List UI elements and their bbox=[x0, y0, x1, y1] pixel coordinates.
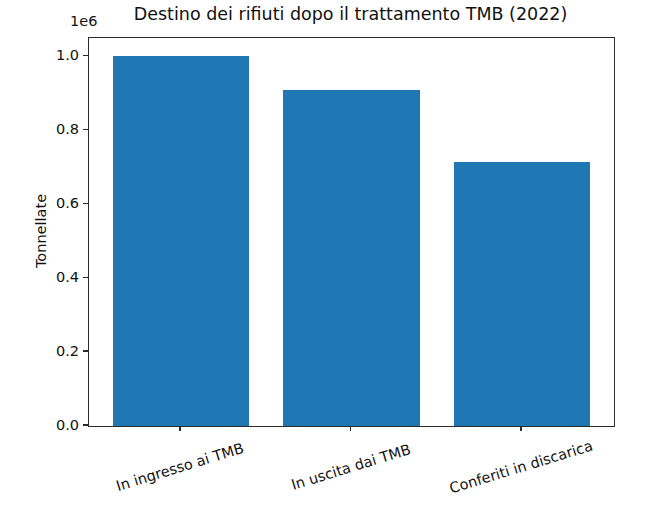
bar-0 bbox=[113, 56, 249, 426]
x-tick-mark bbox=[520, 426, 521, 431]
bar-2 bbox=[454, 162, 590, 426]
y-tick-mark bbox=[83, 55, 88, 56]
y-tick-mark bbox=[83, 424, 88, 425]
chart-title: Destino dei rifiuti dopo il trattamento … bbox=[88, 4, 613, 26]
x-tick-label: In ingresso ai TMB bbox=[114, 440, 245, 494]
y-tick-label: 1.0 bbox=[28, 46, 79, 64]
x-tick-label: In uscita dai TMB bbox=[289, 441, 412, 493]
y-tick-label: 0.4 bbox=[28, 268, 79, 286]
plot-area bbox=[88, 37, 615, 427]
y-tick-mark bbox=[83, 350, 88, 351]
x-tick-label: Conferiti in discarica bbox=[447, 438, 594, 497]
y-axis-offset-label: 1e6 bbox=[70, 13, 97, 30]
x-tick-mark bbox=[350, 426, 351, 431]
y-tick-label: 0.0 bbox=[28, 416, 79, 434]
y-tick-label: 0.2 bbox=[28, 342, 79, 360]
bar-1 bbox=[283, 90, 419, 426]
x-tick-mark bbox=[179, 426, 180, 431]
y-tick-label: 0.6 bbox=[28, 194, 79, 212]
y-tick-mark bbox=[83, 203, 88, 204]
y-tick-mark bbox=[83, 277, 88, 278]
y-tick-mark bbox=[83, 129, 88, 130]
figure: Destino dei rifiuti dopo il trattamento … bbox=[0, 0, 671, 509]
y-tick-label: 0.8 bbox=[28, 120, 79, 138]
